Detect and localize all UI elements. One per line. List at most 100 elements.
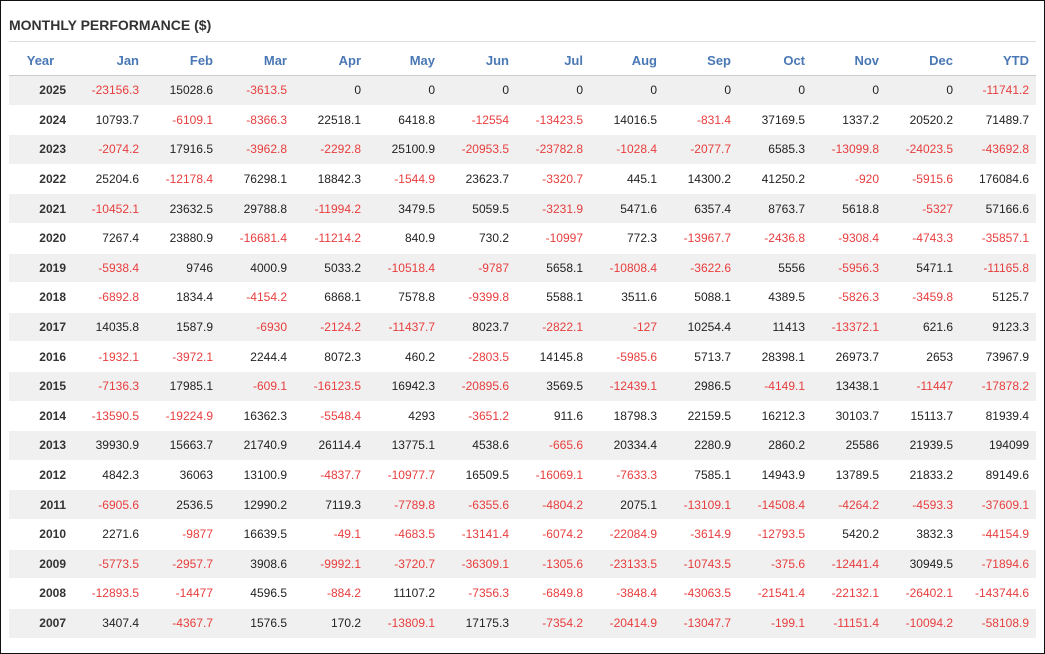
sep-value-cell: -13967.7 <box>664 222 738 254</box>
mar-value-cell: -3613.5 <box>220 75 294 106</box>
feb-value-cell: 1587.9 <box>146 311 220 342</box>
feb-value-cell: -3972.1 <box>146 341 220 372</box>
dec-value-cell: 621.6 <box>886 311 960 342</box>
monthly-performance-table: Year Jan Feb Mar Apr May Jun Jul Aug Sep… <box>9 45 1036 638</box>
dec-value-cell: 5471.1 <box>886 252 960 283</box>
jul-value-cell: -16069.1 <box>516 459 590 490</box>
jan-value-cell: 2271.6 <box>72 518 146 549</box>
jun-value-cell: -3651.2 <box>442 400 516 431</box>
column-header-aug: Aug <box>590 45 664 76</box>
dec-value-cell: -4593.3 <box>886 489 960 520</box>
jan-value-cell: 25204.6 <box>72 163 146 194</box>
oct-value-cell: -199.1 <box>738 607 812 638</box>
aug-value-cell: 0 <box>590 75 664 106</box>
mar-value-cell: 12990.2 <box>220 489 294 520</box>
dec-value-cell: -5327 <box>886 193 960 224</box>
table-row: 2013 39930.9 15663.7 21740.9 26114.4 13775.1 4… <box>9 430 1036 461</box>
aug-value-cell: -20414.9 <box>590 607 664 638</box>
may-value-cell: 4293 <box>368 400 442 431</box>
oct-value-cell: 11413 <box>738 311 812 342</box>
year-cell: 2018 <box>9 282 72 313</box>
ytd-value-cell: 57166.6 <box>960 193 1036 224</box>
feb-value-cell: 15028.6 <box>146 75 220 106</box>
oct-value-cell: 28398.1 <box>738 341 812 372</box>
table-row: 2014 -13590.5 -19224.9 16362.3 -5548.4 4293 -3… <box>9 400 1036 431</box>
jan-value-cell: 4842.3 <box>72 459 146 490</box>
may-value-cell: -1544.9 <box>368 163 442 194</box>
jul-value-cell: -7354.2 <box>516 607 590 638</box>
nov-value-cell: -22132.1 <box>812 578 886 609</box>
jun-value-cell: -2803.5 <box>442 341 516 372</box>
may-value-cell: 7578.8 <box>368 282 442 313</box>
mar-value-cell: 1576.5 <box>220 607 294 638</box>
table-row: 2020 7267.4 23880.9 -16681.4 -11214.2 840.9 73… <box>9 222 1036 254</box>
sep-value-cell: 2280.9 <box>664 430 738 461</box>
apr-value-cell: -2124.2 <box>294 311 368 342</box>
may-value-cell: 25100.9 <box>368 134 442 165</box>
ytd-value-cell: -143744.6 <box>960 578 1036 609</box>
table-row: 2008 -12893.5 -14477 4596.5 -884.2 11107.2 -73… <box>9 578 1036 609</box>
aug-value-cell: 3511.6 <box>590 282 664 313</box>
jun-value-cell: 16509.5 <box>442 459 516 490</box>
year-cell: 2009 <box>9 548 72 579</box>
mar-value-cell: -16681.4 <box>220 222 294 254</box>
oct-value-cell: 4389.5 <box>738 282 812 313</box>
dec-value-cell: -11447 <box>886 370 960 402</box>
dec-value-cell: 15113.7 <box>886 400 960 431</box>
nov-value-cell: -5826.3 <box>812 282 886 313</box>
feb-value-cell: 36063 <box>146 459 220 490</box>
feb-value-cell: -14477 <box>146 578 220 609</box>
feb-value-cell: -19224.9 <box>146 400 220 431</box>
feb-value-cell: 17985.1 <box>146 370 220 402</box>
mar-value-cell: 4596.5 <box>220 578 294 609</box>
oct-value-cell: -21541.4 <box>738 578 812 609</box>
may-value-cell: 13775.1 <box>368 430 442 461</box>
jul-value-cell: -6849.8 <box>516 578 590 609</box>
dec-value-cell: 3832.3 <box>886 518 960 549</box>
sep-value-cell: 2986.5 <box>664 370 738 402</box>
oct-value-cell: -14508.4 <box>738 489 812 520</box>
mar-value-cell: 2244.4 <box>220 341 294 372</box>
column-header-year: Year <box>9 45 72 76</box>
oct-value-cell: 0 <box>738 75 812 106</box>
nov-value-cell: -11151.4 <box>812 607 886 638</box>
mar-value-cell: -609.1 <box>220 370 294 402</box>
nov-value-cell: 5618.8 <box>812 193 886 224</box>
jun-value-cell: 0 <box>442 75 516 106</box>
ytd-value-cell: -43692.8 <box>960 134 1036 165</box>
apr-value-cell: -49.1 <box>294 518 368 549</box>
year-cell: 2017 <box>9 311 72 342</box>
ytd-value-cell: 176084.6 <box>960 163 1036 194</box>
feb-value-cell: -2957.7 <box>146 548 220 579</box>
table-row: 2016 -1932.1 -3972.1 2244.4 8072.3 460.2 -2803… <box>9 341 1036 372</box>
aug-value-cell: 445.1 <box>590 163 664 194</box>
sep-value-cell: -831.4 <box>664 104 738 135</box>
aug-value-cell: -5985.6 <box>590 341 664 372</box>
column-header-feb: Feb <box>146 45 220 76</box>
nov-value-cell: 25586 <box>812 430 886 461</box>
ytd-value-cell: -71894.6 <box>960 548 1036 579</box>
aug-value-cell: 18798.3 <box>590 400 664 431</box>
dec-value-cell: 21833.2 <box>886 459 960 490</box>
ytd-value-cell: -17878.2 <box>960 370 1036 402</box>
sep-value-cell: 7585.1 <box>664 459 738 490</box>
nov-value-cell: -13099.8 <box>812 134 886 165</box>
feb-value-cell: -4367.7 <box>146 607 220 638</box>
dec-value-cell: -26402.1 <box>886 578 960 609</box>
ytd-value-cell: 71489.7 <box>960 104 1036 135</box>
table-row: 2022 25204.6 -12178.4 76298.1 18842.3 -1544.9… <box>9 163 1036 194</box>
table-row: 2012 4842.3 36063 13100.9 -4837.7 -10977.7 165… <box>9 459 1036 490</box>
mar-value-cell: -3962.8 <box>220 134 294 165</box>
jul-value-cell: -2822.1 <box>516 311 590 342</box>
mar-value-cell: -8366.3 <box>220 104 294 135</box>
jan-value-cell: -7136.3 <box>72 370 146 402</box>
oct-value-cell: -4149.1 <box>738 370 812 402</box>
feb-value-cell: 1834.4 <box>146 282 220 313</box>
ytd-value-cell: 73967.9 <box>960 341 1036 372</box>
dec-value-cell: -3459.8 <box>886 282 960 313</box>
mar-value-cell: 3908.6 <box>220 548 294 579</box>
may-value-cell: -4683.5 <box>368 518 442 549</box>
apr-value-cell: -2292.8 <box>294 134 368 165</box>
oct-value-cell: 41250.2 <box>738 163 812 194</box>
table-row: 2011 -6905.6 2536.5 12990.2 7119.3 -7789.8 -63… <box>9 489 1036 520</box>
